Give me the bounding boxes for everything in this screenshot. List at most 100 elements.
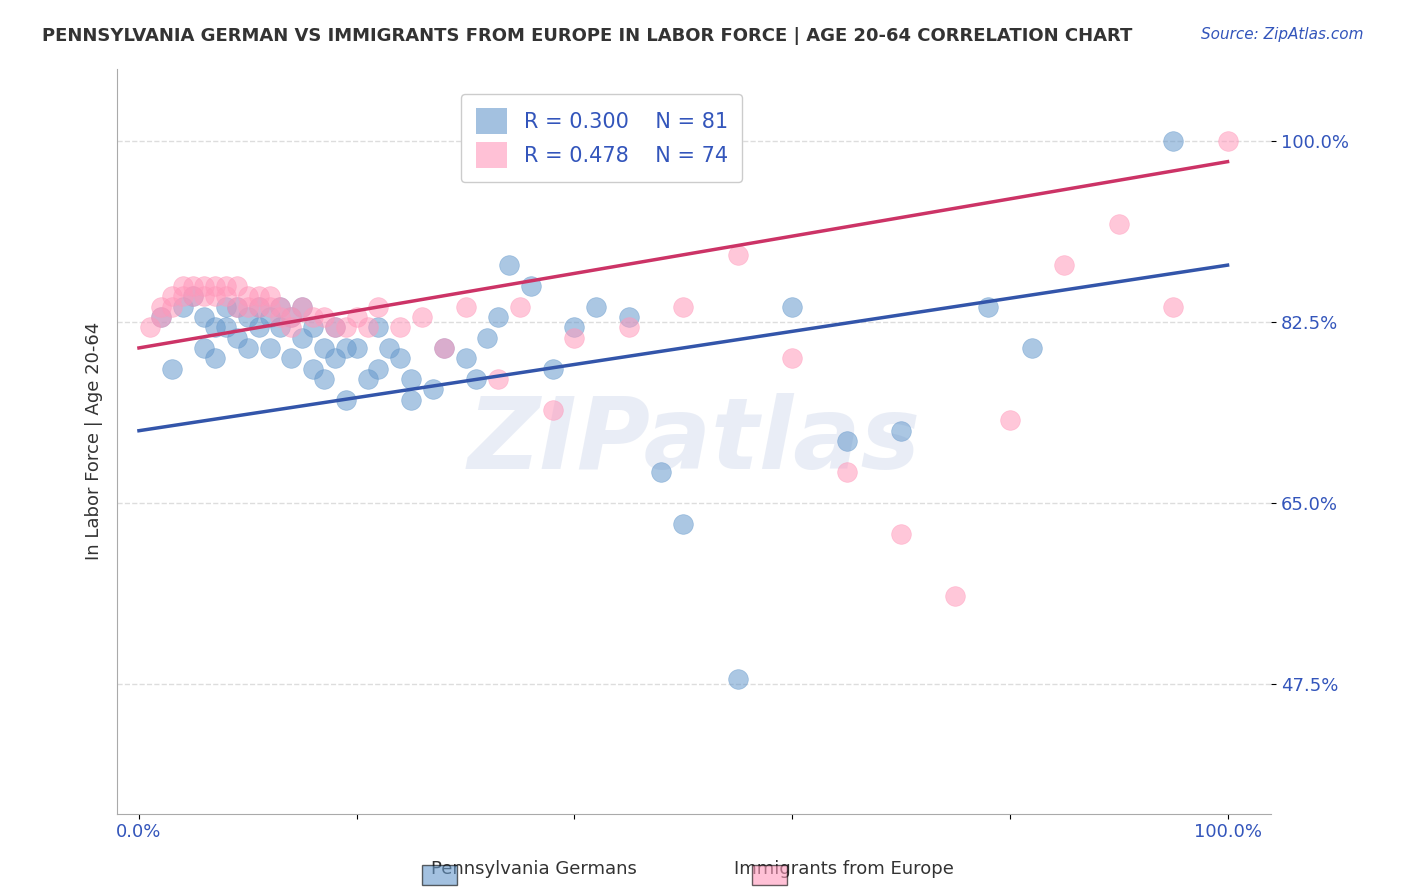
- Point: [422, 382, 444, 396]
- Point: [356, 320, 378, 334]
- Point: [236, 289, 259, 303]
- Point: [160, 361, 183, 376]
- Point: [247, 289, 270, 303]
- Point: [160, 289, 183, 303]
- Point: [1161, 300, 1184, 314]
- Point: [541, 361, 564, 376]
- Point: [346, 341, 368, 355]
- Point: [346, 310, 368, 324]
- Point: [323, 320, 346, 334]
- Point: [367, 320, 389, 334]
- Point: [193, 289, 215, 303]
- Point: [335, 320, 357, 334]
- Point: [259, 289, 281, 303]
- Point: [335, 341, 357, 355]
- Point: [280, 320, 302, 334]
- Point: [335, 392, 357, 407]
- Point: [215, 278, 238, 293]
- Point: [172, 300, 194, 314]
- Point: [835, 434, 858, 448]
- Point: [204, 278, 226, 293]
- Point: [149, 300, 172, 314]
- Point: [1216, 134, 1239, 148]
- Point: [564, 320, 586, 334]
- Point: [291, 330, 314, 344]
- Text: PENNSYLVANIA GERMAN VS IMMIGRANTS FROM EUROPE IN LABOR FORCE | AGE 20-64 CORRELA: PENNSYLVANIA GERMAN VS IMMIGRANTS FROM E…: [42, 27, 1133, 45]
- Point: [226, 300, 249, 314]
- Point: [247, 300, 270, 314]
- Y-axis label: In Labor Force | Age 20-64: In Labor Force | Age 20-64: [86, 322, 103, 560]
- Point: [585, 300, 607, 314]
- Point: [998, 413, 1021, 427]
- Point: [945, 589, 967, 603]
- Point: [302, 310, 325, 324]
- Point: [183, 278, 205, 293]
- Point: [520, 278, 543, 293]
- Point: [236, 300, 259, 314]
- Point: [226, 300, 249, 314]
- Point: [399, 392, 422, 407]
- Point: [204, 351, 226, 366]
- Point: [149, 310, 172, 324]
- Point: [204, 320, 226, 334]
- Point: [204, 289, 226, 303]
- Point: [1053, 258, 1076, 272]
- Point: [378, 341, 401, 355]
- Point: [302, 361, 325, 376]
- Point: [465, 372, 488, 386]
- Point: [890, 527, 912, 541]
- Point: [541, 403, 564, 417]
- Point: [399, 372, 422, 386]
- Point: [193, 310, 215, 324]
- Point: [139, 320, 162, 334]
- Point: [280, 310, 302, 324]
- Point: [269, 300, 291, 314]
- Point: [389, 351, 412, 366]
- Point: [226, 330, 249, 344]
- Point: [291, 300, 314, 314]
- Point: [183, 289, 205, 303]
- Point: [486, 372, 509, 386]
- Point: [498, 258, 520, 272]
- Point: [356, 372, 378, 386]
- Point: [215, 320, 238, 334]
- Point: [226, 278, 249, 293]
- Point: [1021, 341, 1043, 355]
- Point: [302, 320, 325, 334]
- Point: [389, 320, 412, 334]
- Point: [454, 351, 477, 366]
- Point: [280, 310, 302, 324]
- Point: [172, 289, 194, 303]
- Point: [291, 300, 314, 314]
- Text: Immigrants from Europe: Immigrants from Europe: [734, 860, 953, 878]
- Point: [617, 320, 640, 334]
- Point: [411, 310, 433, 324]
- Point: [312, 310, 335, 324]
- Point: [433, 341, 456, 355]
- Point: [650, 465, 672, 479]
- Point: [149, 310, 172, 324]
- Point: [323, 351, 346, 366]
- Point: [433, 341, 456, 355]
- Point: [215, 289, 238, 303]
- Point: [160, 300, 183, 314]
- Point: [509, 300, 531, 314]
- Point: [367, 361, 389, 376]
- Point: [727, 672, 749, 686]
- Point: [312, 372, 335, 386]
- Text: ZIPatlas: ZIPatlas: [468, 392, 921, 490]
- Point: [259, 310, 281, 324]
- Text: Source: ZipAtlas.com: Source: ZipAtlas.com: [1201, 27, 1364, 42]
- Point: [477, 330, 499, 344]
- Point: [672, 516, 695, 531]
- Legend: R = 0.300    N = 81, R = 0.478    N = 74: R = 0.300 N = 81, R = 0.478 N = 74: [461, 94, 742, 182]
- Point: [215, 300, 238, 314]
- Point: [890, 424, 912, 438]
- Point: [564, 330, 586, 344]
- Point: [780, 300, 803, 314]
- Point: [236, 341, 259, 355]
- Point: [1108, 217, 1130, 231]
- Point: [454, 300, 477, 314]
- Point: [977, 300, 1000, 314]
- Point: [486, 310, 509, 324]
